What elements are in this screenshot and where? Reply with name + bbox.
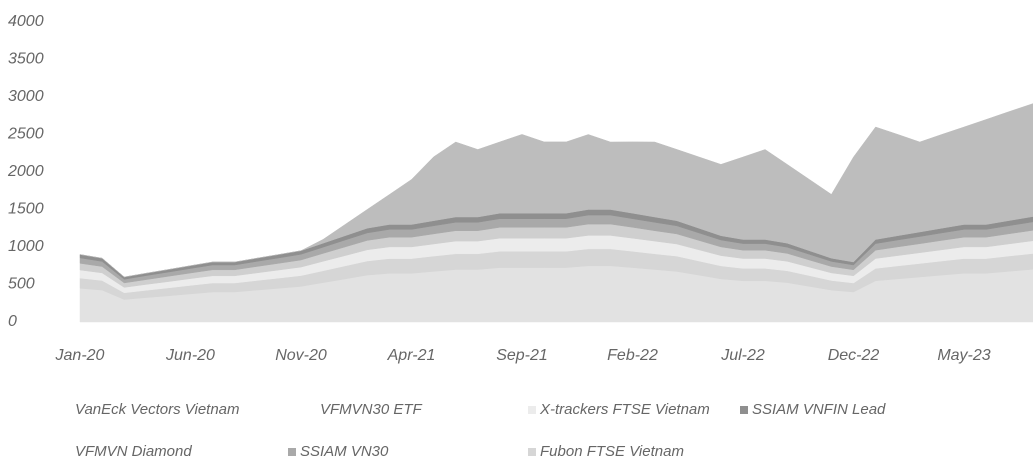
x-tick-label: Jul-22 [720, 347, 765, 364]
y-tick-label: 500 [8, 276, 35, 293]
area [79, 103, 1033, 278]
y-tick-label: 3500 [8, 51, 44, 68]
legend-label: VFMVN Diamond [75, 443, 192, 460]
y-tick-label: 2500 [7, 126, 44, 143]
legend-label: VanEck Vectors Vietnam [75, 401, 240, 418]
legend-swatch [288, 448, 296, 456]
legend-swatch [740, 406, 748, 414]
legend-label: Fubon FTSE Vietnam [540, 443, 684, 460]
y-tick-label: 4000 [8, 13, 44, 30]
x-tick-label: Jan-20 [55, 347, 105, 364]
legend-label: SSIAM VN30 [300, 443, 389, 460]
y-tick-label: 0 [8, 313, 17, 330]
legend-label: SSIAM VNFIN Lead [752, 401, 886, 418]
legend-label: VFMVN30 ETF [320, 401, 423, 418]
x-tick-label: Feb-22 [607, 347, 658, 364]
y-tick-label: 2000 [7, 163, 44, 180]
legend-swatch [528, 406, 536, 414]
x-tick-label: Jun-20 [165, 347, 215, 364]
legend-label: X-trackers FTSE Vietnam [539, 401, 710, 418]
legend-swatch [528, 448, 536, 456]
y-tick-label: 1000 [8, 238, 44, 255]
x-tick-label: May-23 [937, 347, 990, 364]
y-tick-label: 3000 [8, 88, 44, 105]
x-tick-label: Nov-20 [275, 347, 327, 364]
x-tick-label: Dec-22 [828, 347, 880, 364]
x-tick-label: Apr-21 [387, 347, 436, 364]
x-tick-label: Sep-21 [496, 347, 548, 364]
y-tick-label: 1500 [8, 201, 44, 218]
